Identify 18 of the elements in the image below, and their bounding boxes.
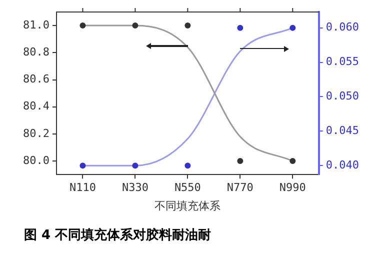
y-tick-label: 80.0	[22, 154, 50, 167]
y-tick-label: 80.6	[22, 72, 50, 86]
y2-tick-label: 0.040	[326, 158, 360, 172]
x-tick-label: N990	[279, 181, 306, 194]
y-tick-label: 80.2	[22, 126, 50, 140]
y-tick-label: 80.4	[22, 100, 50, 113]
x-tick-label: N550	[174, 181, 201, 194]
text: 图 4 不同填充体系对胶料耐油耐	[24, 226, 212, 244]
x-tick-label: N330	[122, 181, 148, 194]
y-tick-label: 81.0	[22, 18, 50, 32]
x-axis-title: 不同填充体系	[154, 199, 221, 212]
y2-tick-label: 0.060	[326, 20, 360, 34]
x-tick-label: N770	[226, 181, 254, 194]
y2-tick-label: 0.045	[326, 124, 360, 138]
x-tick-label: N110	[69, 181, 96, 194]
y2-tick-label: 0.055	[326, 55, 360, 68]
y-tick-label: 80.8	[22, 46, 50, 59]
y2-tick-label: 0.050	[326, 90, 360, 103]
